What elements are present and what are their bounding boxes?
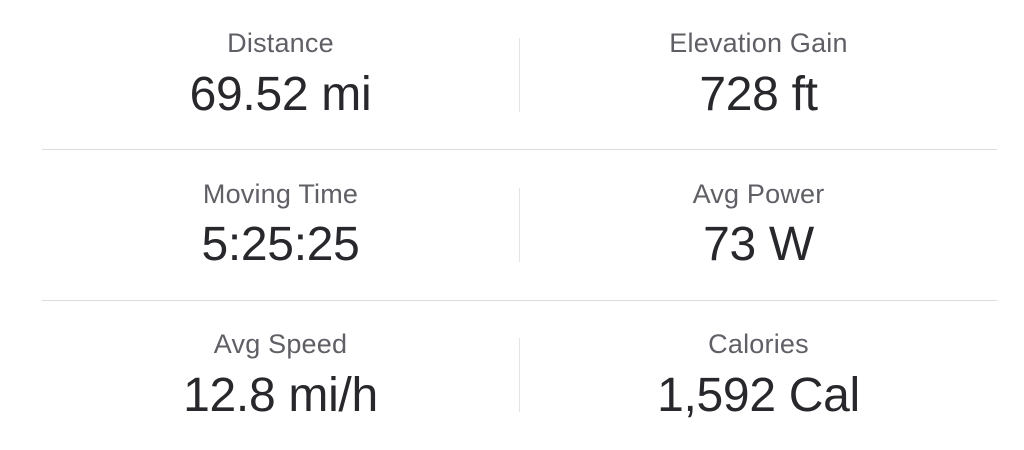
stats-row-1: Distance 69.52 mi Elevation Gain 728 ft (0, 0, 1024, 149)
stat-elevation-gain-label: Elevation Gain (669, 28, 848, 59)
stat-elevation-gain: Elevation Gain 728 ft (520, 0, 997, 149)
stat-avg-speed-value: 12.8 mi/h (183, 368, 378, 422)
stat-avg-speed-label: Avg Speed (213, 328, 348, 359)
stat-distance-label: Distance (227, 28, 334, 59)
stat-calories: Calories 1,592 Cal (520, 301, 997, 450)
row-divider (42, 149, 997, 151)
column-divider (519, 37, 520, 112)
stat-avg-speed: Avg Speed 12.8 mi/h (42, 301, 519, 450)
stat-moving-time-label: Moving Time (202, 178, 359, 209)
column-divider (519, 338, 520, 413)
stat-distance-value: 69.52 mi (189, 67, 372, 121)
stats-row-3: Avg Speed 12.8 mi/h Calories 1,592 Cal (0, 301, 1024, 450)
stat-avg-power-label: Avg Power (692, 178, 825, 209)
stats-row-2: Moving Time 5:25:25 Avg Power 73 W (0, 150, 1024, 299)
stat-avg-power: Avg Power 73 W (520, 150, 997, 299)
row-divider (42, 299, 997, 301)
stat-avg-power-value: 73 W (703, 218, 814, 272)
column-divider (519, 187, 520, 262)
stat-distance: Distance 69.52 mi (42, 0, 519, 149)
stat-elevation-gain-value: 728 ft (699, 67, 818, 121)
stat-calories-label: Calories (708, 328, 809, 359)
stat-moving-time-value: 5:25:25 (201, 218, 360, 272)
stat-moving-time: Moving Time 5:25:25 (42, 150, 519, 299)
stat-calories-value: 1,592 Cal (657, 368, 860, 422)
